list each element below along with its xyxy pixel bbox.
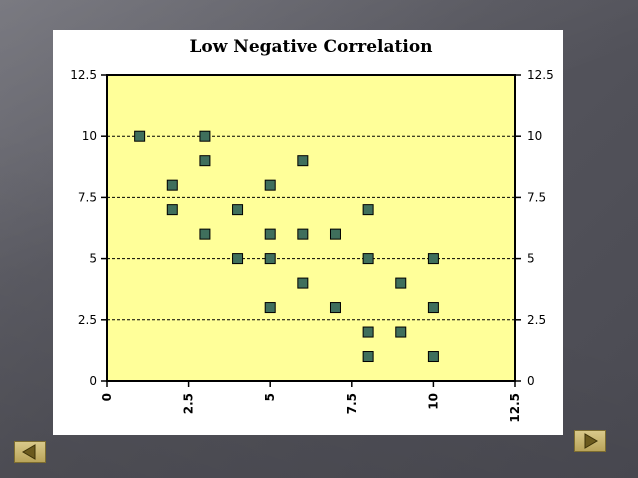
data-point [264, 228, 276, 240]
data-point [362, 204, 374, 216]
x-tick-label: 12.5 [508, 393, 522, 423]
data-point [264, 302, 276, 314]
plot-area [107, 75, 515, 381]
data-point [362, 253, 374, 265]
data-point [427, 351, 439, 363]
data-point [134, 130, 146, 142]
y-tick-label-right: 7.5 [527, 190, 546, 204]
plot-frame [106, 74, 516, 382]
y-tick-label-right: 10 [527, 129, 542, 143]
y-tick-label-left: 10 [82, 129, 97, 143]
chart-panel: Low Negative Correlation 0 0 2.5 2.5 5 5 7.5 7.… [53, 30, 563, 435]
chart-title: Low Negative Correlation [189, 37, 432, 57]
data-point [297, 277, 309, 289]
data-point [232, 204, 244, 216]
y-tick-label-right: 5 [527, 252, 535, 266]
data-point [297, 228, 309, 240]
x-tick-label: 0 [100, 393, 114, 401]
data-point [427, 302, 439, 314]
data-point [395, 277, 407, 289]
data-point [362, 326, 374, 338]
data-point [329, 302, 341, 314]
x-tick-label: 10 [426, 393, 440, 410]
right-arrow-icon [584, 433, 598, 449]
y-tick-label-right: 12.5 [527, 68, 554, 82]
y-tick-label-right: 2.5 [527, 313, 546, 327]
scatter-chart: Low Negative Correlation 0 02.5 2.55 57.5 7.… [70, 37, 554, 423]
data-point [166, 204, 178, 216]
x-tick-label: 5 [263, 393, 277, 401]
y-tick-label-left: 12.5 [70, 68, 97, 82]
data-point [362, 351, 374, 363]
left-arrow-icon [22, 444, 36, 460]
data-point [199, 130, 211, 142]
data-point [264, 179, 276, 191]
data-point [199, 228, 211, 240]
x-tick-label: 7.5 [345, 393, 359, 414]
y-tick-label-left: 7.5 [78, 190, 97, 204]
data-point [427, 253, 439, 265]
data-point [395, 326, 407, 338]
data-point [329, 228, 341, 240]
previous-slide-button[interactable] [14, 441, 46, 463]
y-tick-label-left: 0 [89, 374, 97, 388]
x-tick-label: 2.5 [182, 393, 196, 414]
data-point [297, 155, 309, 167]
y-tick-label-left: 2.5 [78, 313, 97, 327]
next-slide-button[interactable] [574, 430, 606, 452]
y-tick-label-right: 0 [527, 374, 535, 388]
y-tick-label-left: 5 [89, 252, 97, 266]
data-point [199, 155, 211, 167]
data-point [264, 253, 276, 265]
data-point [232, 253, 244, 265]
data-point [166, 179, 178, 191]
